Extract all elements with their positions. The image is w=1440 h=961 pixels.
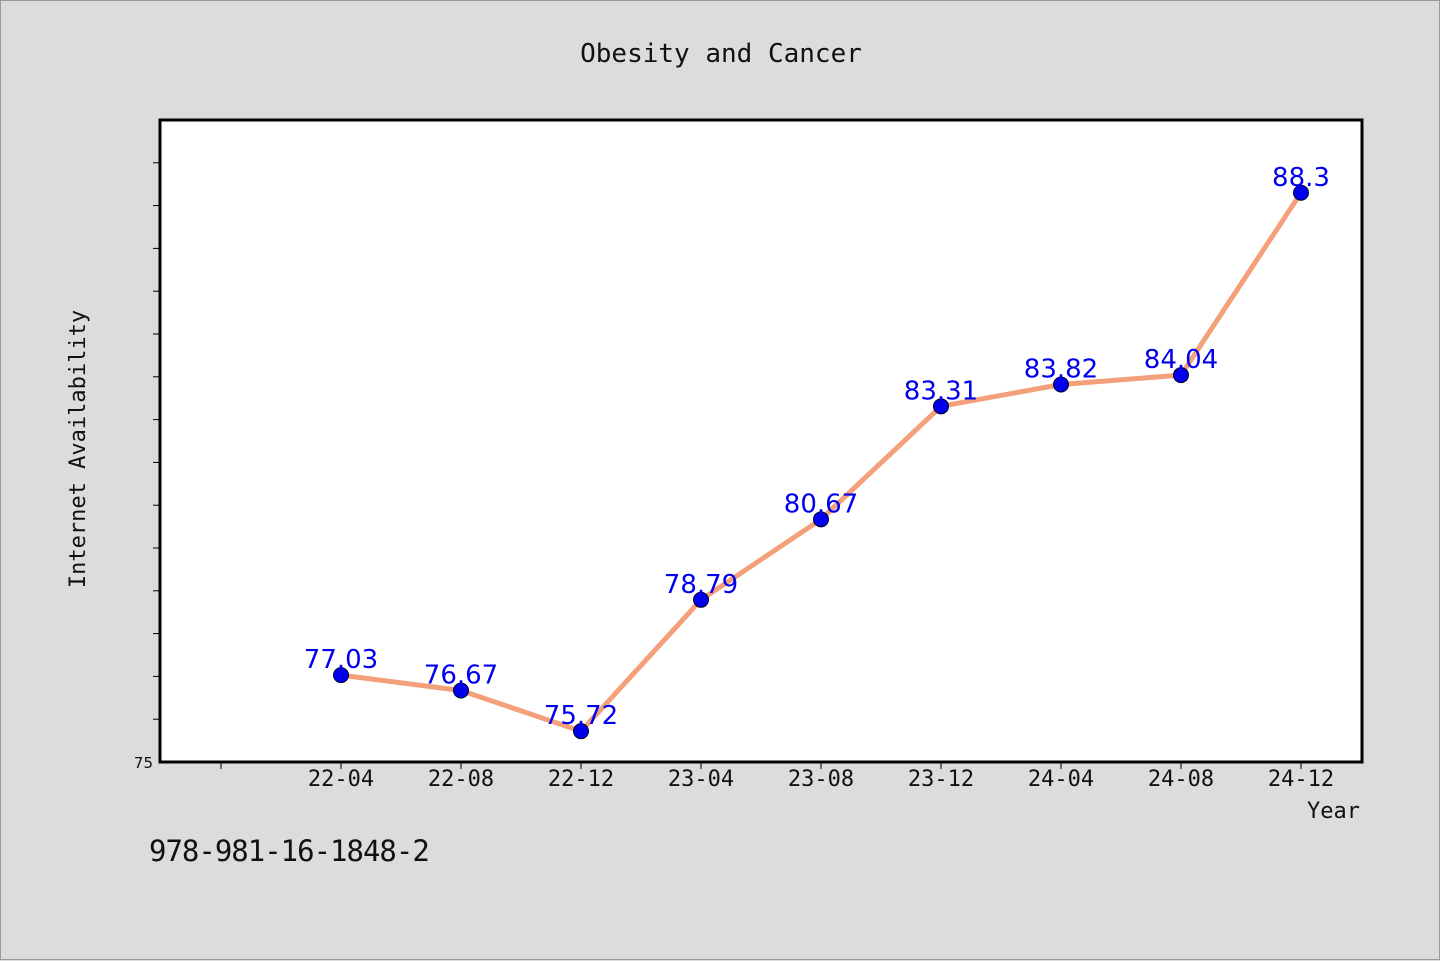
x-tick-label-2: 22-12: [548, 767, 614, 792]
footer-code: 978-981-16-1848-2: [149, 834, 430, 868]
data-point-3: [693, 591, 709, 608]
x-tick-label-5: 23-12: [908, 767, 974, 792]
data-label-0: 77.03: [304, 645, 378, 675]
x-tick-label-8: 24-12: [1268, 767, 1334, 792]
data-point-1: [453, 682, 469, 699]
x-tick-label-4: 23-08: [788, 767, 854, 792]
data-point-7: [1173, 367, 1189, 384]
y-axis-ticks: [153, 162, 160, 720]
y-axis-tick-labels: 75: [134, 754, 153, 772]
data-label-2: 75.72: [544, 701, 618, 731]
x-axis-tick-labels: 22-04 22-08 22-12 23-04 23-08 23-12 24-04 24-08…: [308, 767, 1334, 792]
series-markers: [333, 184, 1309, 740]
data-point-2: [573, 723, 589, 740]
x-tick-label-1: 22-08: [428, 767, 494, 792]
x-tick-label-0: 22-04: [308, 767, 374, 792]
data-label-4: 80.67: [784, 489, 858, 519]
data-label-5: 83.31: [904, 376, 978, 406]
data-label-8: 88.3: [1272, 163, 1330, 193]
data-point-0: [333, 667, 349, 684]
x-axis-ticks: [220, 762, 1302, 769]
plot-area: [158, 118, 1364, 764]
x-axis-label: Year: [1307, 799, 1360, 824]
y-tick-label-0: 75: [134, 754, 153, 772]
data-label-3: 78.79: [664, 570, 738, 600]
x-tick-label-3: 23-04: [668, 767, 734, 792]
y-axis-label: Internet Availability: [66, 310, 91, 588]
data-point-5: [933, 398, 949, 415]
data-point-4: [813, 511, 829, 528]
data-label-6: 83.82: [1024, 355, 1098, 385]
x-tick-label-6: 24-04: [1028, 767, 1094, 792]
data-labels: 77.03 76.67 75.72 78.79 80.67 83.31 83.82 84.04…: [304, 163, 1330, 731]
data-label-1: 76.67: [424, 661, 498, 691]
chart-title: Obesity and Cancer: [580, 39, 862, 69]
x-tick-label-7: 24-08: [1148, 767, 1214, 792]
data-point-6: [1053, 376, 1069, 393]
data-label-7: 84.04: [1144, 345, 1218, 375]
data-point-8: [1293, 184, 1309, 201]
